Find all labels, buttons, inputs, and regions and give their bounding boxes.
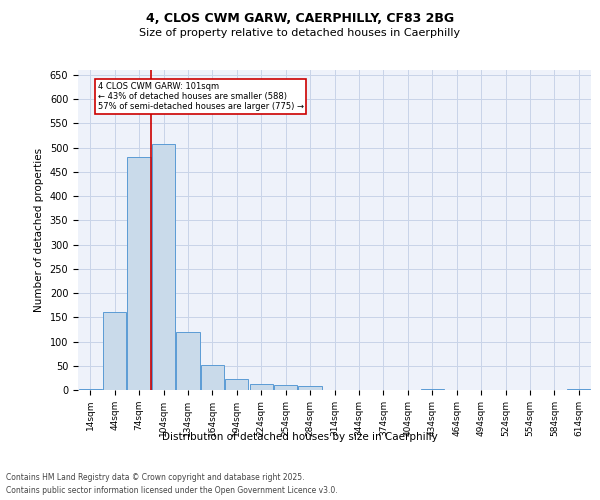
Bar bbox=[127, 158, 151, 390]
Text: Size of property relative to detached houses in Caerphilly: Size of property relative to detached ho… bbox=[139, 28, 461, 38]
Bar bbox=[152, 144, 175, 390]
Bar bbox=[250, 384, 273, 390]
Bar bbox=[421, 388, 444, 390]
Text: Contains public sector information licensed under the Open Government Licence v3: Contains public sector information licen… bbox=[6, 486, 338, 495]
Bar bbox=[79, 388, 102, 390]
Bar bbox=[103, 312, 126, 390]
Bar bbox=[567, 388, 590, 390]
Bar bbox=[201, 365, 224, 390]
Text: 4 CLOS CWM GARW: 101sqm
← 43% of detached houses are smaller (588)
57% of semi-d: 4 CLOS CWM GARW: 101sqm ← 43% of detache… bbox=[98, 82, 304, 112]
Text: Distribution of detached houses by size in Caerphilly: Distribution of detached houses by size … bbox=[162, 432, 438, 442]
Text: Contains HM Land Registry data © Crown copyright and database right 2025.: Contains HM Land Registry data © Crown c… bbox=[6, 472, 305, 482]
Bar bbox=[225, 380, 248, 390]
Text: 4, CLOS CWM GARW, CAERPHILLY, CF83 2BG: 4, CLOS CWM GARW, CAERPHILLY, CF83 2BG bbox=[146, 12, 454, 26]
Y-axis label: Number of detached properties: Number of detached properties bbox=[34, 148, 44, 312]
Bar bbox=[176, 332, 200, 390]
Bar bbox=[298, 386, 322, 390]
Bar bbox=[274, 384, 297, 390]
